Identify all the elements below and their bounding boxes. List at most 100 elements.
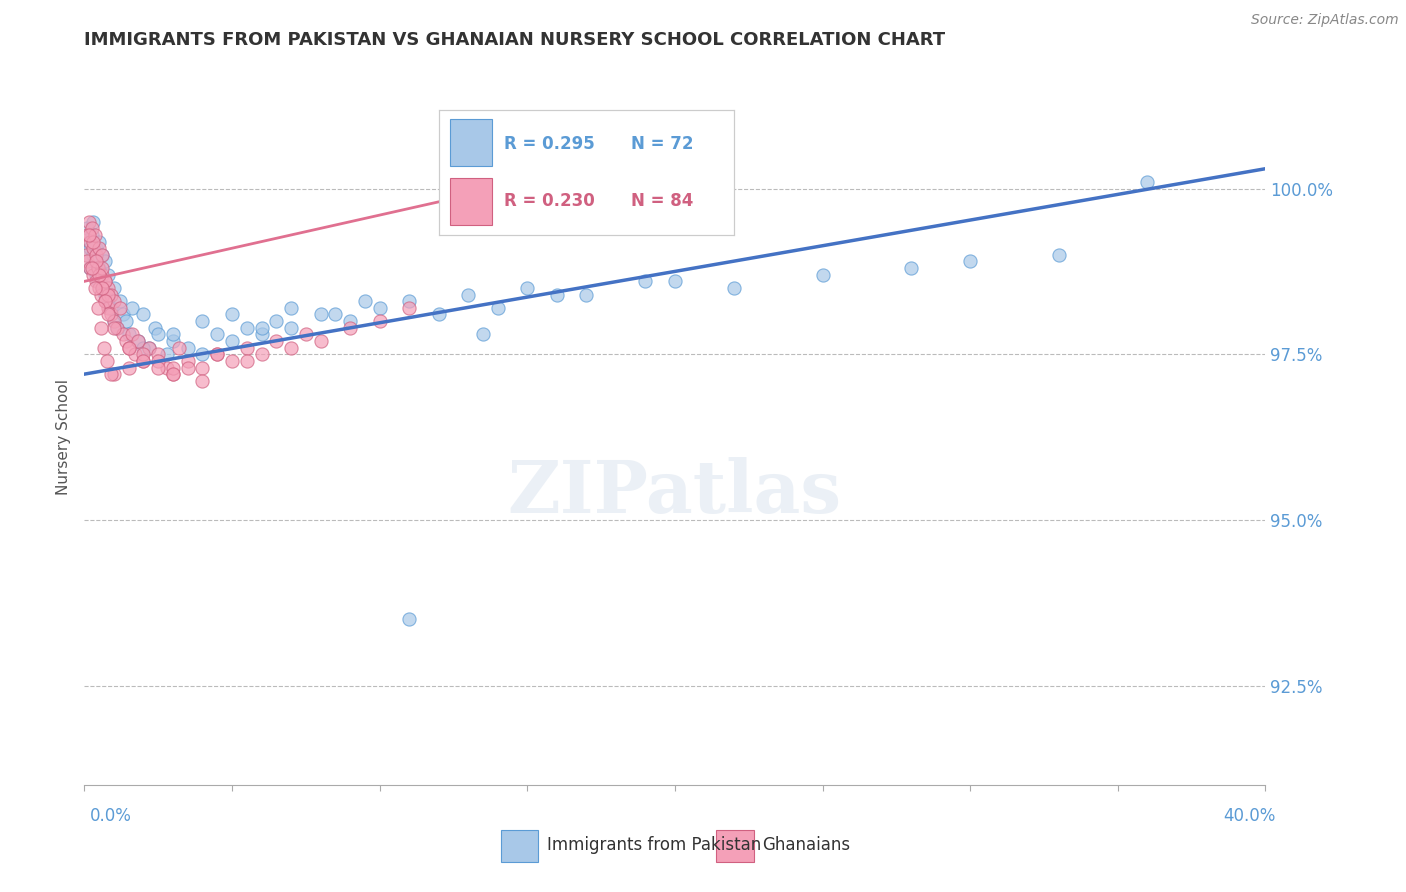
Point [97,308,120,322]
Point [280,320,302,334]
Point [86,301,108,315]
Point [82,241,104,255]
Point [486,301,509,315]
Point [103,314,125,328]
Text: 40.0%: 40.0% [1223,807,1275,825]
Point [77,215,100,229]
Point [162,334,184,348]
Point [94,294,117,309]
Point [221,354,243,368]
Point [100,301,122,315]
Point [167,341,190,355]
FancyBboxPatch shape [501,830,538,863]
Point [121,301,143,315]
Point [127,334,149,348]
Point [295,327,318,342]
Point [90,320,112,334]
Text: Immigrants from Pakistan: Immigrants from Pakistan [547,836,761,855]
Point [1136,175,1159,189]
Point [118,341,141,355]
Point [177,341,200,355]
Text: Source: ZipAtlas.com: Source: ZipAtlas.com [1251,13,1399,28]
Point [108,294,131,309]
Point [236,354,259,368]
Point [80,227,103,242]
Point [76,254,98,268]
Point [82,215,104,229]
Point [91,261,114,276]
Point [148,347,170,361]
Point [97,294,120,309]
Point [103,281,125,295]
Point [114,314,136,328]
Point [309,308,332,322]
Point [89,235,111,249]
Point [118,327,141,342]
Point [156,347,179,361]
Point [91,268,114,282]
Point [148,360,170,375]
Text: ZIPatlas: ZIPatlas [508,458,842,528]
Text: Ghanaians: Ghanaians [762,836,851,855]
Point [97,268,120,282]
Point [250,327,273,342]
Point [162,367,184,381]
Point [111,308,134,322]
Point [103,314,125,328]
Point [84,241,107,255]
Point [100,367,122,381]
Point [398,612,420,626]
Point [82,235,104,249]
Point [90,287,112,301]
Point [84,274,107,288]
Point [108,301,131,315]
Point [94,274,117,288]
Point [250,347,273,361]
Point [91,248,114,262]
Point [118,341,141,355]
Point [138,341,160,355]
Point [339,320,361,334]
Point [339,314,361,328]
Point [82,248,104,262]
Point [264,314,288,328]
Point [76,227,98,242]
Text: IMMIGRANTS FROM PAKISTAN VS GHANAIAN NURSERY SCHOOL CORRELATION CHART: IMMIGRANTS FROM PAKISTAN VS GHANAIAN NUR… [84,31,945,49]
Point [96,354,118,368]
Point [323,308,347,322]
Point [83,281,105,295]
Point [264,334,288,348]
Point [97,287,120,301]
Text: 0.0%: 0.0% [90,807,132,825]
Point [177,360,200,375]
Point [84,248,107,262]
Point [162,327,184,342]
Point [80,261,103,276]
FancyBboxPatch shape [716,830,754,863]
Point [723,281,745,295]
Point [309,334,332,348]
Point [111,327,134,342]
Point [84,268,107,282]
Point [634,274,657,288]
Point [205,347,228,361]
Point [77,235,100,249]
Point [79,261,101,276]
Point [105,320,128,334]
Point [91,248,114,262]
Point [280,301,302,315]
Point [236,320,259,334]
Point [811,268,834,282]
Point [79,241,101,255]
Point [100,308,122,322]
Point [191,374,214,388]
Point [664,274,686,288]
Point [177,354,200,368]
Point [148,354,170,368]
Point [118,360,141,375]
Point [97,281,120,295]
Point [575,287,598,301]
Point [105,320,128,334]
Point [91,281,114,295]
Point [103,320,125,334]
